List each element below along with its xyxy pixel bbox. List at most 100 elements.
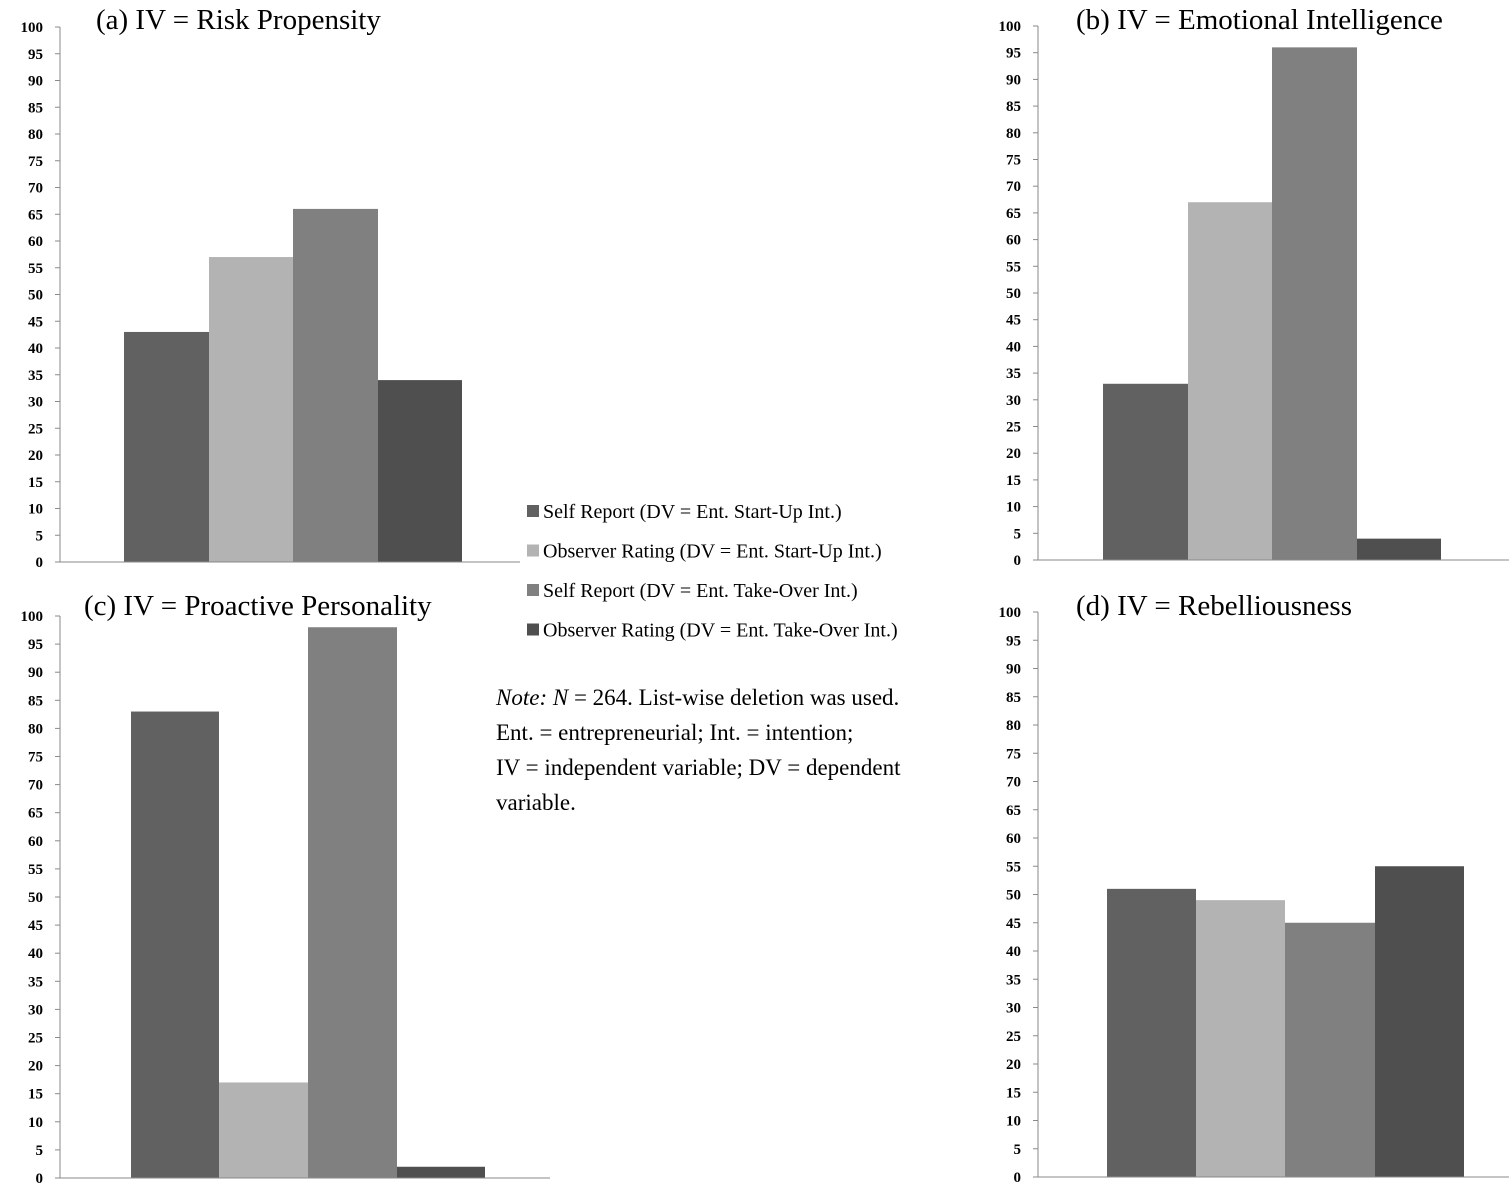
bar-panel-1-series-2 — [209, 257, 293, 562]
y-tick-label: 55 — [28, 862, 43, 878]
y-tick-label: 65 — [1006, 206, 1021, 222]
y-tick-label: 80 — [1006, 718, 1021, 734]
y-tick-label: 85 — [28, 693, 43, 709]
y-tick-label: 45 — [28, 314, 43, 330]
bar-panel-1-series-3 — [293, 208, 378, 562]
legend-label-1: Self Report (DV = Ent. Start-Up Int.) — [543, 501, 842, 523]
y-tick-label: 85 — [1006, 690, 1021, 706]
legend: Self Report (DV = Ent. Start-Up Int.) Obs… — [527, 501, 898, 642]
y-tick-label: 10 — [28, 1115, 43, 1131]
bar-panel-3-series-4 — [397, 1166, 485, 1178]
y-tick-label: 5 — [1014, 526, 1022, 542]
bar-panel-2-series-1 — [1103, 383, 1188, 560]
y-tick-label: 95 — [28, 637, 43, 653]
bar-panel-3-series-3 — [308, 627, 397, 1178]
y-tick-label: 10 — [28, 502, 43, 518]
bar-panel-3-series-2 — [219, 1082, 308, 1178]
legend-swatch-1 — [527, 505, 539, 517]
note-line-2: Ent. = entrepreneurial; Int. = intention… — [496, 720, 854, 745]
bar-panel-4-series-2 — [1196, 900, 1285, 1177]
y-tick-label: 5 — [36, 1143, 44, 1159]
y-tick-label: 45 — [1006, 313, 1021, 329]
y-tick-label: 90 — [28, 665, 43, 681]
y-tick-label: 75 — [1006, 746, 1021, 762]
y-tick-label: 65 — [28, 806, 43, 822]
y-tick-label: 10 — [1006, 500, 1021, 516]
y-tick-label: 80 — [1006, 126, 1021, 142]
chart-panel-2: 0 5 10 15 20 25 30 35 40 45 50 55 60 65 70 75 80 85 90 95 10… — [999, 4, 1509, 569]
y-tick-label: 100 — [21, 20, 44, 36]
y-tick-label: 100 — [999, 19, 1022, 35]
y-tick-label: 30 — [28, 1002, 43, 1018]
bar-panel-4-series-3 — [1285, 922, 1375, 1177]
y-tick-label: 20 — [1006, 1057, 1021, 1073]
y-tick-label: 35 — [28, 368, 43, 384]
bar-panel-1-series-4 — [378, 380, 462, 562]
y-tick-label: 70 — [1006, 179, 1021, 195]
y-tick-label: 0 — [36, 555, 44, 571]
y-tick-label: 50 — [28, 288, 43, 304]
y-tick-label: 100 — [999, 605, 1022, 621]
y-tick-label: 70 — [28, 181, 43, 197]
y-tick-label: 90 — [1006, 662, 1021, 678]
chart-title-3: (c) IV = Proactive Personality — [84, 590, 432, 622]
y-tick-label: 95 — [1006, 46, 1021, 62]
y-tick-label: 10 — [1006, 1114, 1021, 1130]
legend-swatch-3 — [527, 584, 539, 596]
y-tick-label: 60 — [28, 834, 43, 850]
y-tick-label: 0 — [1014, 1170, 1022, 1186]
y-tick-label: 15 — [1006, 1085, 1021, 1101]
y-tick-label: 50 — [1006, 888, 1021, 904]
y-tick-label: 0 — [1014, 553, 1022, 569]
bar-panel-4-series-4 — [1375, 866, 1464, 1177]
note-lead: Note: N — [496, 685, 569, 710]
y-tick-label: 65 — [1006, 803, 1021, 819]
chart-title-4: (d) IV = Rebelliousness — [1076, 590, 1352, 622]
y-tick-label: 75 — [1006, 153, 1021, 169]
y-tick-label: 5 — [1014, 1142, 1022, 1158]
y-tick-label: 40 — [1006, 339, 1021, 355]
chart-title-2: (b) IV = Emotional Intelligence — [1076, 4, 1443, 36]
y-tick-label: 30 — [28, 395, 43, 411]
y-tick-label: 25 — [1006, 1029, 1021, 1045]
legend-label-4: Observer Rating (DV = Ent. Take-Over Int… — [543, 620, 898, 642]
y-tick-label: 60 — [28, 234, 43, 250]
y-tick-label: 90 — [28, 74, 43, 90]
legend-label-2: Observer Rating (DV = Ent. Start-Up Int.… — [543, 541, 882, 563]
y-tick-label: 85 — [1006, 99, 1021, 115]
y-tick-label: 85 — [28, 100, 43, 116]
note-line-1-text: = 264. List-wise deletion was used. — [568, 685, 900, 710]
y-tick-label: 15 — [1006, 473, 1021, 489]
bar-panel-3-series-1 — [131, 711, 219, 1178]
y-tick-label: 65 — [28, 207, 43, 223]
y-tick-label: 20 — [28, 1059, 43, 1075]
y-tick-label: 70 — [1006, 775, 1021, 791]
y-tick-label: 80 — [28, 721, 43, 737]
y-tick-label: 40 — [28, 341, 43, 357]
y-tick-label: 45 — [28, 918, 43, 934]
chart-panel-1: 0 5 10 15 20 25 30 35 40 45 50 55 60 65 70 75 80 85 90 95 10… — [21, 4, 520, 571]
y-tick-label: 80 — [28, 127, 43, 143]
y-tick-label: 35 — [1006, 366, 1021, 382]
y-tick-label: 55 — [1006, 259, 1021, 275]
y-tick-label: 20 — [28, 448, 43, 464]
y-tick-label: 75 — [28, 750, 43, 766]
y-tick-label: 20 — [1006, 446, 1021, 462]
legend-swatch-4 — [527, 623, 539, 636]
chart-title-1: (a) IV = Risk Propensity — [96, 4, 381, 36]
y-tick-label: 30 — [1006, 1001, 1021, 1017]
y-tick-label: 100 — [21, 609, 44, 625]
y-tick-label: 40 — [28, 946, 43, 962]
note-line-1: Note: N = 264. List-wise deletion was us… — [496, 680, 976, 715]
y-tick-label: 90 — [1006, 72, 1021, 88]
y-tick-label: 0 — [36, 1171, 44, 1186]
y-tick-label: 55 — [28, 261, 43, 277]
legend-swatch-2 — [527, 544, 539, 557]
y-tick-label: 25 — [28, 421, 43, 437]
bar-panel-2-series-2 — [1188, 202, 1272, 560]
chart-panel-3: 0 5 10 15 20 25 30 35 40 45 50 55 60 65 70 75 80 85 90 95 10… — [21, 590, 550, 1186]
figure-note: Note: N = 264. List-wise deletion was us… — [496, 680, 976, 820]
y-tick-label: 30 — [1006, 393, 1021, 409]
y-tick-label: 45 — [1006, 916, 1021, 932]
